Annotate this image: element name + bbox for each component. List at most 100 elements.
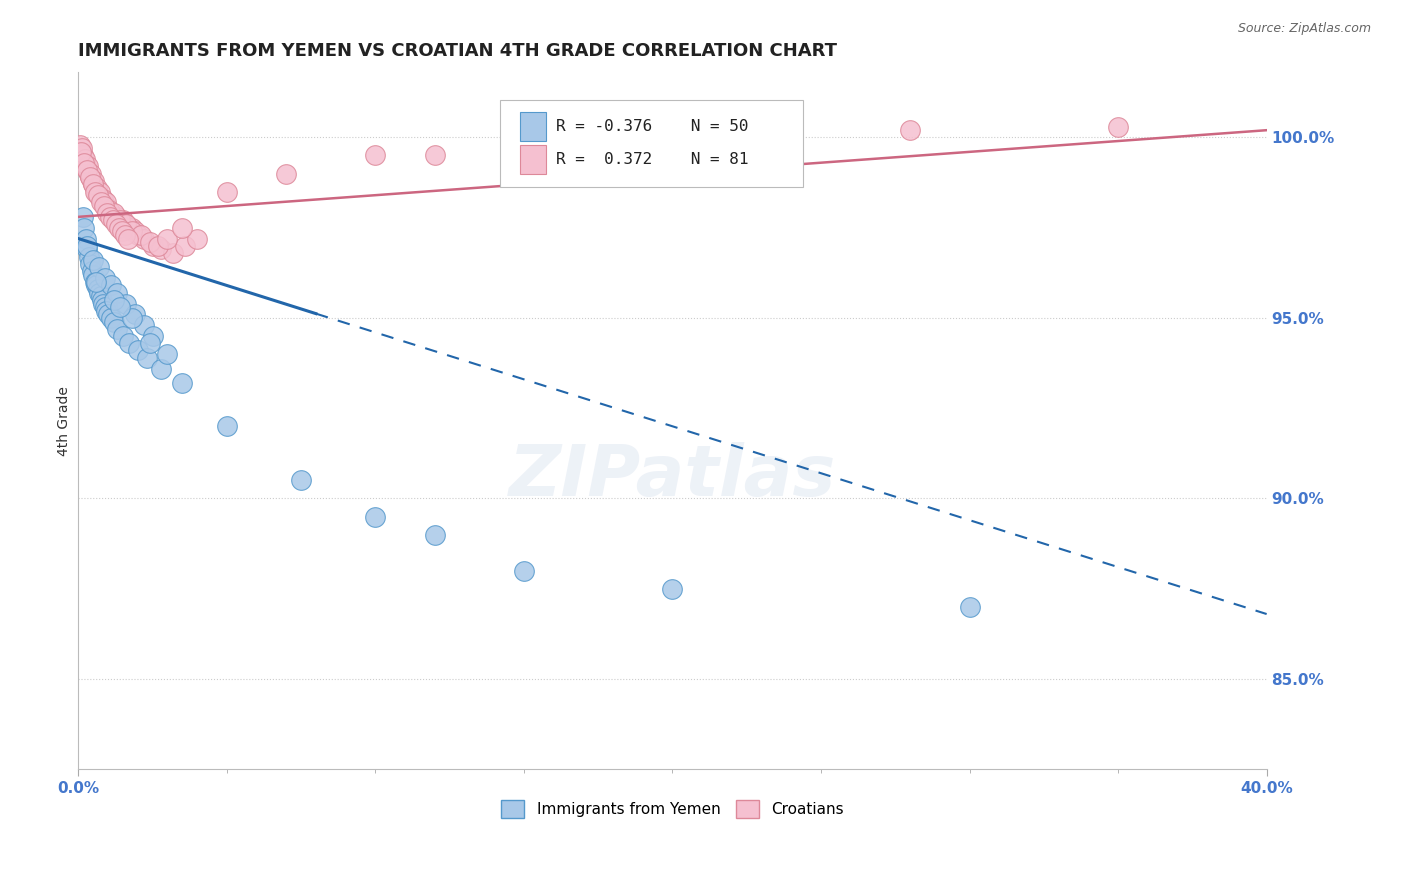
Point	[105, 322, 128, 336]
Point	[602, 130, 624, 145]
Point	[513, 137, 536, 152]
Point	[103, 213, 125, 227]
Point	[898, 123, 921, 137]
Point	[93, 195, 115, 210]
FancyBboxPatch shape	[520, 112, 547, 142]
Point	[94, 271, 117, 285]
Point	[105, 217, 128, 231]
Point	[364, 148, 387, 162]
Point	[75, 159, 97, 173]
Point	[513, 564, 536, 578]
Point	[79, 257, 101, 271]
Point	[150, 361, 173, 376]
Point	[86, 282, 108, 296]
Point	[82, 178, 104, 192]
Point	[84, 185, 107, 199]
Point	[108, 220, 131, 235]
Point	[138, 336, 160, 351]
Point	[87, 188, 110, 202]
Point	[117, 231, 139, 245]
Point	[84, 275, 107, 289]
Point	[108, 213, 131, 227]
Point	[103, 206, 125, 220]
Point	[69, 137, 91, 152]
Point	[87, 285, 110, 300]
Point	[721, 127, 744, 141]
Point	[94, 300, 117, 314]
Point	[111, 213, 134, 227]
Point	[73, 155, 96, 169]
Point	[72, 155, 94, 169]
Point	[84, 185, 107, 199]
Point	[77, 167, 100, 181]
Point	[83, 275, 105, 289]
Point	[103, 315, 125, 329]
Point	[96, 303, 118, 318]
Point	[114, 296, 136, 310]
Point	[94, 199, 117, 213]
Point	[76, 238, 98, 252]
Point	[97, 202, 120, 217]
FancyBboxPatch shape	[501, 100, 803, 187]
Text: Source: ZipAtlas.com: Source: ZipAtlas.com	[1237, 22, 1371, 36]
Point	[87, 260, 110, 275]
Point	[73, 220, 96, 235]
Point	[93, 296, 115, 310]
Point	[103, 210, 125, 224]
Point	[174, 238, 197, 252]
Text: IMMIGRANTS FROM YEMEN VS CROATIAN 4TH GRADE CORRELATION CHART: IMMIGRANTS FROM YEMEN VS CROATIAN 4TH GR…	[79, 42, 837, 60]
Point	[79, 170, 101, 185]
Point	[186, 231, 208, 245]
Point	[76, 159, 98, 173]
Point	[132, 318, 155, 333]
Point	[150, 243, 173, 257]
Point	[127, 343, 149, 358]
Point	[115, 217, 138, 231]
Point	[86, 181, 108, 195]
Point	[76, 243, 98, 257]
Point	[121, 224, 143, 238]
Point	[121, 310, 143, 325]
Point	[91, 192, 114, 206]
Point	[127, 227, 149, 242]
Point	[215, 419, 238, 434]
Point	[103, 293, 125, 307]
Point	[70, 141, 93, 155]
Point	[96, 206, 118, 220]
Point	[77, 250, 100, 264]
Point	[129, 227, 152, 242]
Point	[76, 162, 98, 177]
Point	[135, 351, 157, 365]
Point	[69, 145, 91, 159]
Point	[124, 224, 146, 238]
Point	[121, 220, 143, 235]
Point	[97, 307, 120, 321]
Point	[162, 246, 184, 260]
Point	[138, 235, 160, 249]
Point	[80, 167, 103, 181]
Point	[114, 227, 136, 242]
Point	[98, 210, 121, 224]
Y-axis label: 4th Grade: 4th Grade	[58, 386, 72, 456]
Point	[89, 192, 111, 206]
Point	[141, 329, 163, 343]
Point	[172, 376, 194, 390]
Point	[80, 264, 103, 278]
Point	[100, 278, 122, 293]
FancyBboxPatch shape	[520, 145, 547, 174]
Point	[172, 220, 194, 235]
Point	[114, 217, 136, 231]
Point	[215, 185, 238, 199]
Point	[82, 268, 104, 282]
Point	[423, 148, 446, 162]
Point	[141, 238, 163, 252]
Point	[76, 162, 98, 177]
Point	[100, 310, 122, 325]
Point	[959, 599, 981, 614]
Point	[89, 185, 111, 199]
Point	[105, 285, 128, 300]
Text: ZIPatlas: ZIPatlas	[509, 442, 837, 511]
Point	[97, 202, 120, 217]
Point	[91, 192, 114, 206]
Point	[100, 206, 122, 220]
